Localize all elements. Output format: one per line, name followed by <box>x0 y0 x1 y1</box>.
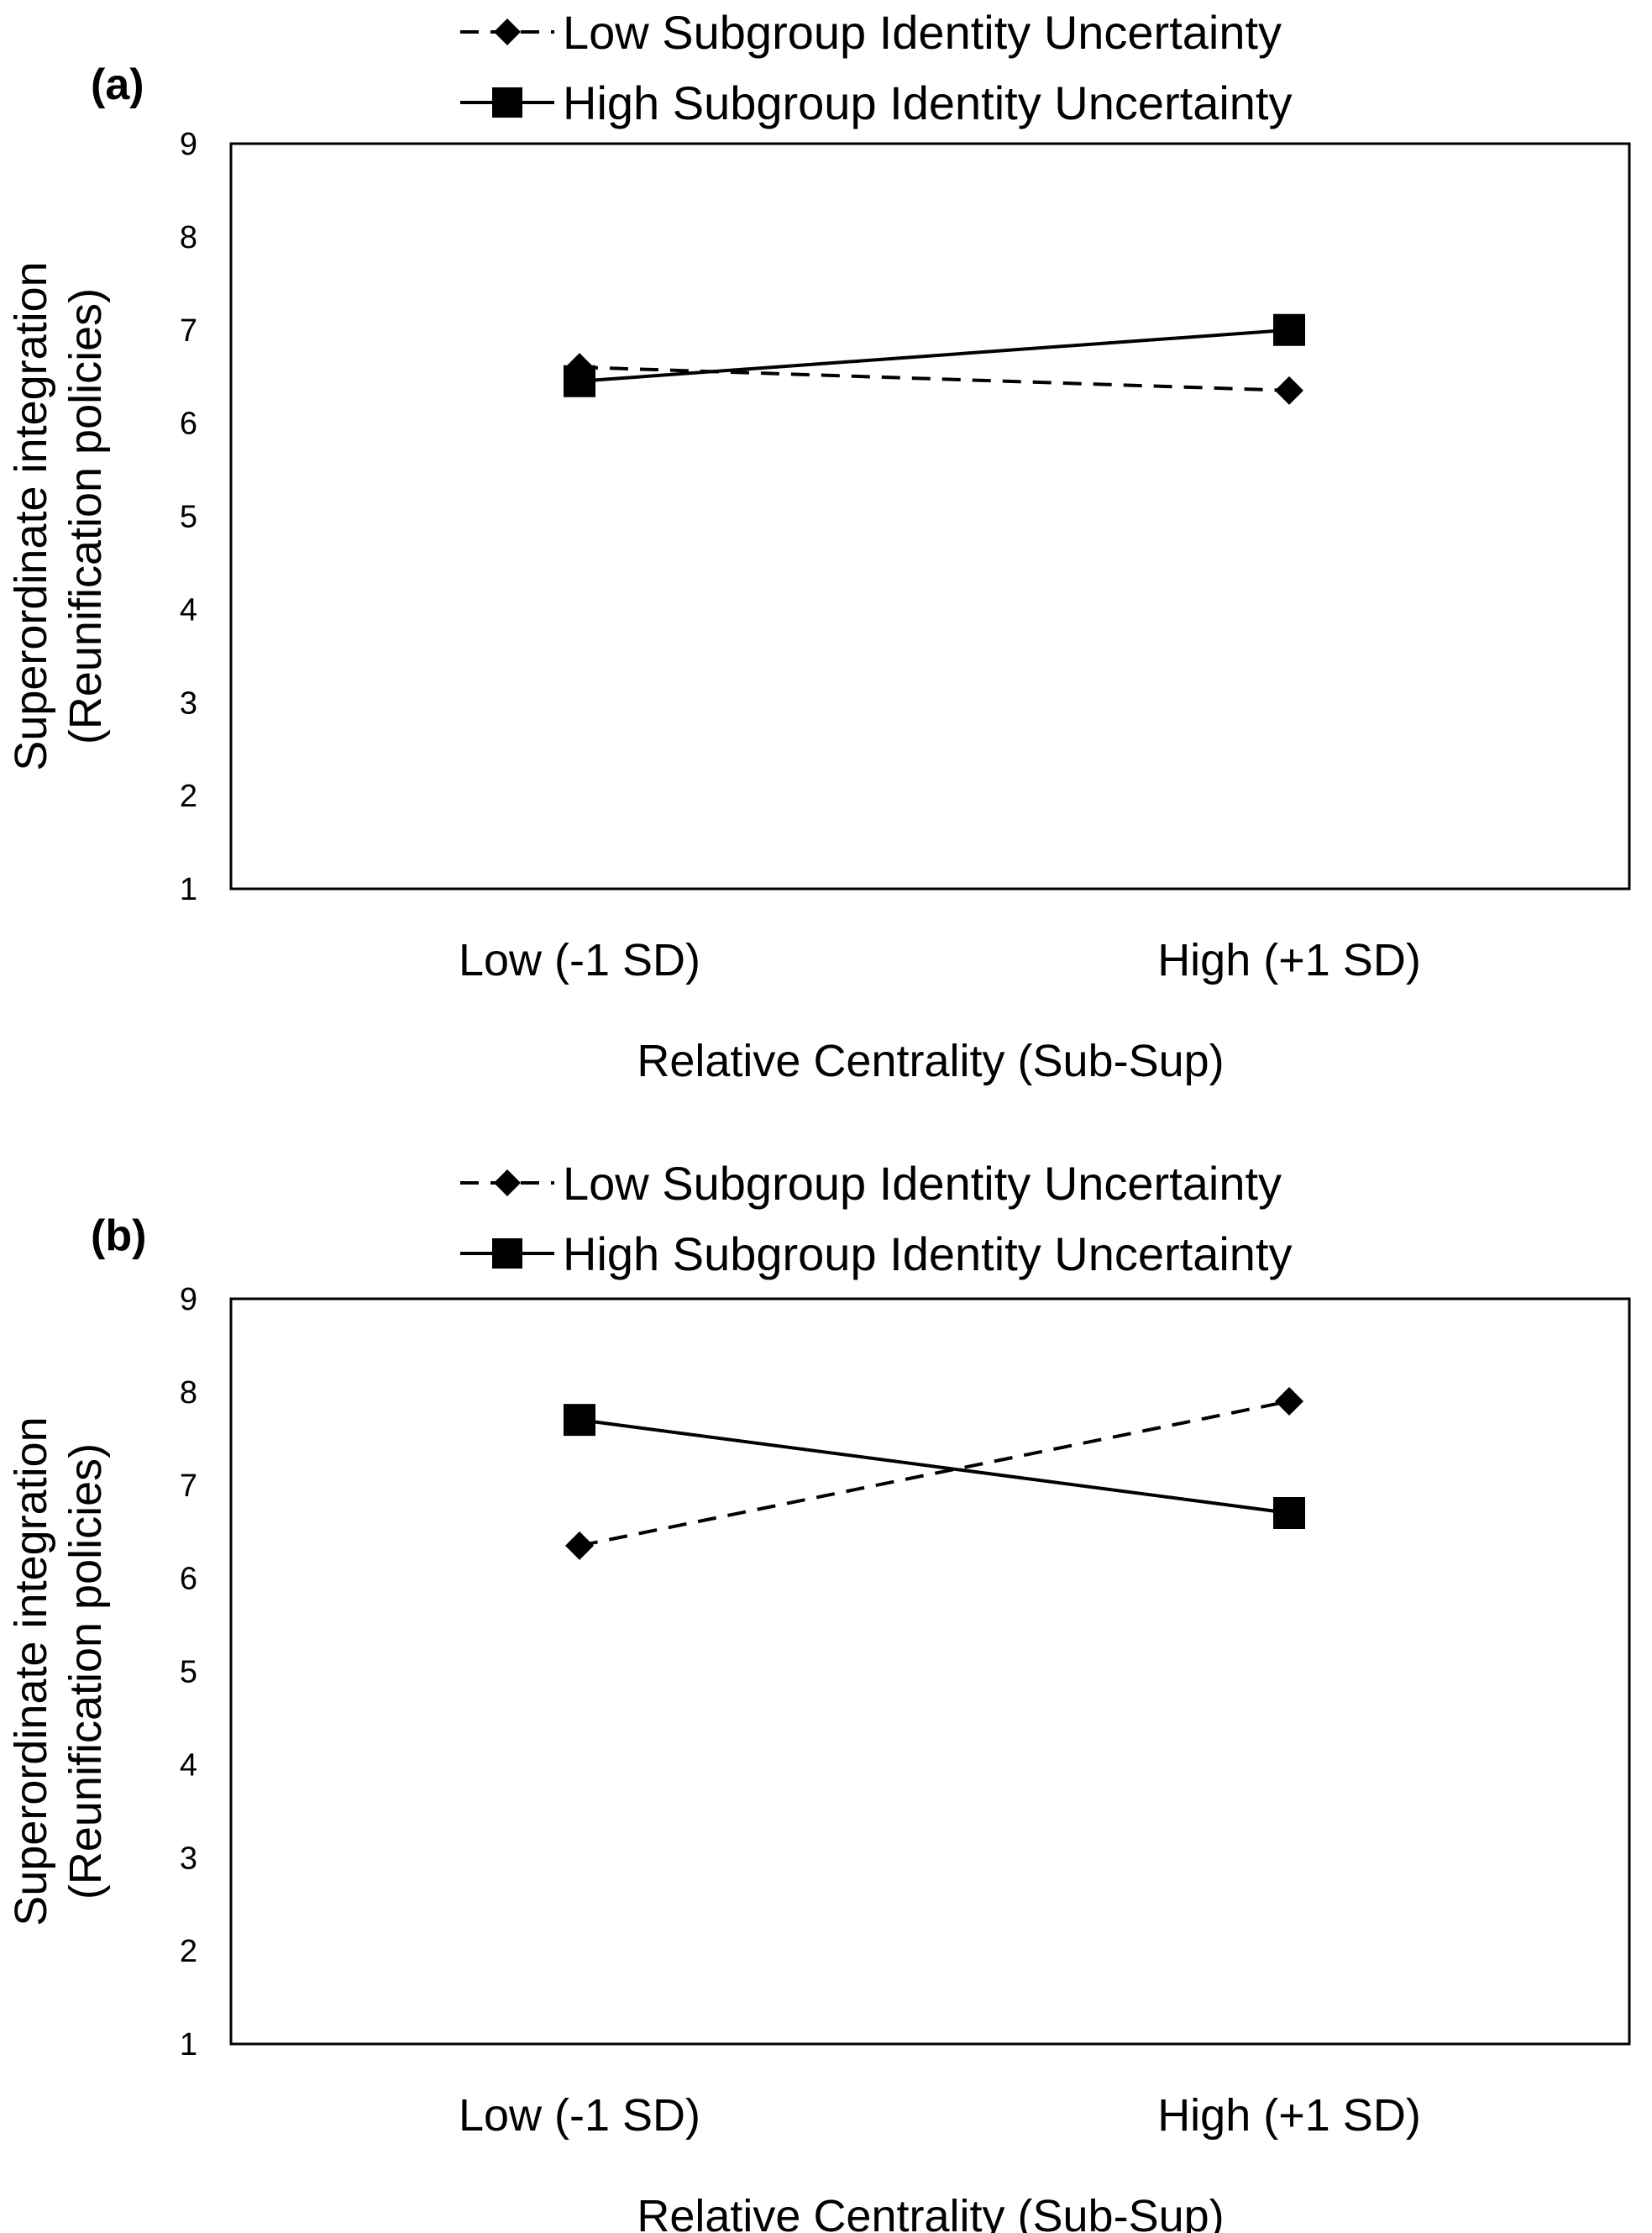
y-tick-label: 3 <box>180 1841 197 1876</box>
y-tick-label: 9 <box>180 1282 197 1317</box>
y-tick-label: 1 <box>180 872 197 907</box>
y-tick-label: 1 <box>180 2027 197 2062</box>
data-point-square <box>564 365 595 397</box>
data-point-square <box>1273 1497 1305 1530</box>
panel-label: (b) <box>91 1211 146 1260</box>
series-line <box>579 328 1290 383</box>
legend-diamond-marker <box>494 18 521 45</box>
data-point-diamond <box>1275 376 1303 405</box>
y-tick-label: 5 <box>180 500 197 535</box>
legend-label: Low Subgroup Identity Uncertainty <box>563 1157 1282 1210</box>
legend-label: High Subgroup Identity Uncertainty <box>563 76 1293 129</box>
legend-label: High Subgroup Identity Uncertainty <box>563 1227 1293 1280</box>
y-axis-title-line: (Reunification policies) <box>60 1443 111 1899</box>
chart-panel-b: (b) Low Subgroup Identity Uncertainty High… <box>6 1157 1631 2233</box>
y-axis-title-line: Superordinate integration <box>6 1416 56 1926</box>
y-axis-title-line: (Reunification policies) <box>60 288 111 744</box>
x-category-label: Low (-1 SD) <box>459 935 700 985</box>
plot-area <box>229 142 1631 891</box>
legend-square-marker <box>492 1238 522 1269</box>
legend-square-marker <box>492 87 522 118</box>
x-axis-title: Relative Centrality (Sub-Sup) <box>637 1036 1224 1086</box>
series-line <box>579 1418 1290 1515</box>
y-tick-label: 6 <box>180 407 197 442</box>
data-point-square <box>564 1404 595 1437</box>
y-tick-label: 5 <box>180 1655 197 1690</box>
legend-item: High Subgroup Identity Uncertainty <box>460 1227 1293 1280</box>
x-axis-title: Relative Centrality (Sub-Sup) <box>637 2191 1224 2233</box>
x-category-label: High (+1 SD) <box>1157 935 1421 985</box>
legend-item: Low Subgroup Identity Uncertainty <box>460 1157 1282 1210</box>
data-point-square <box>1273 313 1305 346</box>
legend-diamond-marker <box>494 1169 521 1196</box>
y-tick-label: 4 <box>180 1747 197 1783</box>
y-tick-label: 3 <box>180 686 197 721</box>
series-line <box>579 1400 1290 1547</box>
legend-item: Low Subgroup Identity Uncertainty <box>460 6 1282 59</box>
y-tick-label: 8 <box>180 1375 197 1411</box>
y-tick-label: 7 <box>180 1469 197 1504</box>
x-category-label: High (+1 SD) <box>1157 2090 1421 2141</box>
series-line <box>579 365 1290 392</box>
legend-label: Low Subgroup Identity Uncertainty <box>563 6 1282 59</box>
chart-panel-a: (a) Low Subgroup Identity Uncertainty High… <box>6 6 1631 1086</box>
y-axis-title: Superordinate integration (Reunification … <box>6 1416 111 1926</box>
panel-label: (a) <box>91 60 144 109</box>
legend-item: High Subgroup Identity Uncertainty <box>460 76 1293 129</box>
y-tick-label: 2 <box>180 1934 197 1969</box>
data-point-diamond <box>565 1531 594 1560</box>
y-tick-label: 8 <box>180 220 197 255</box>
y-axis-title-line: Superordinate integration <box>6 261 56 770</box>
data-point-diamond <box>1275 1386 1303 1416</box>
y-tick-label: 6 <box>180 1562 197 1597</box>
y-tick-label: 9 <box>180 127 197 162</box>
y-axis-title: Superordinate integration (Reunification … <box>6 261 111 770</box>
x-category-label: Low (-1 SD) <box>459 2090 700 2141</box>
y-tick-label: 7 <box>180 313 197 349</box>
plot-area <box>229 1297 1631 2046</box>
y-tick-label: 4 <box>180 592 197 628</box>
y-tick-label: 2 <box>180 779 197 814</box>
